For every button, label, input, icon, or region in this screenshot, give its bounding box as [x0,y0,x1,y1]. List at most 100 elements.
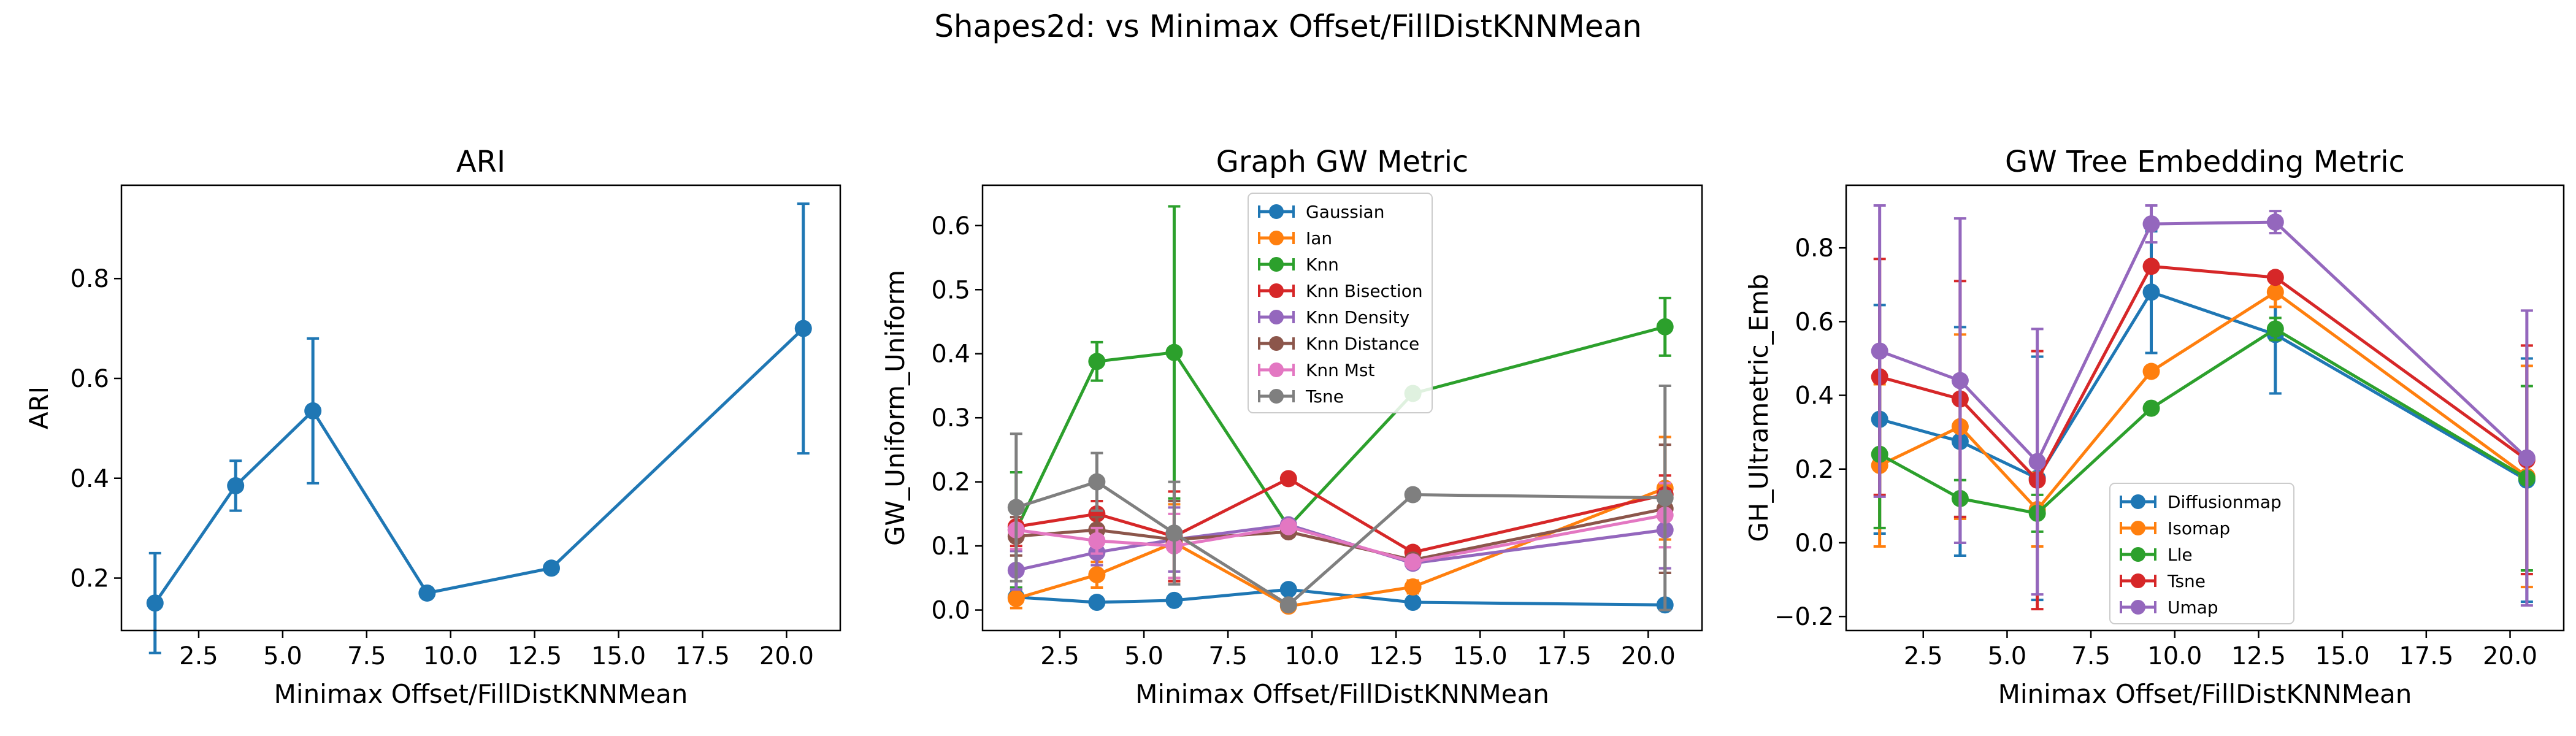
legend-marker [2131,547,2145,562]
y-tick-label: 0.8 [1795,234,1834,263]
x-axis-label: Minimax Offset/FillDistKNNMean [274,679,688,709]
data-point [543,559,561,577]
legend-marker [1269,204,1284,219]
series-umap [1871,204,2536,607]
y-tick-label: 0.6 [931,212,970,240]
data-point [1656,318,1674,335]
x-tick-label: 17.5 [1537,642,1592,670]
legend-label: Knn Bisection [1306,281,1423,301]
x-tick-label: 15.0 [591,642,646,670]
data-point [146,594,164,612]
series-line [1016,523,1666,572]
y-tick-label: 0.2 [70,565,109,593]
data-point [2028,453,2046,470]
data-point [1871,342,1888,360]
series-line [153,327,805,604]
legend-box [2109,483,2294,624]
legend-label: Lle [2168,545,2193,565]
legend-marker [2131,600,2145,615]
x-tick-label: 5.0 [1124,642,1163,670]
series-line [1879,327,2528,515]
series-line [1879,220,2528,465]
data-point [2266,283,2284,301]
series-line [1016,513,1666,564]
data-point [2142,258,2160,275]
y-tick-label: 0.3 [931,404,970,432]
x-tick-label: 5.0 [263,642,302,670]
data-point [1404,594,1422,611]
axes-frame [1845,184,2565,632]
legend-marker [1269,362,1284,377]
legend-label: Umap [2168,597,2218,618]
x-tick-label: 7.5 [1208,642,1248,670]
x-tick-label: 12.5 [1369,642,1424,670]
chart-panel-2: 2.5 5.0 7.5 10.0 12.5 15.0 17.5 20.0 0.0 0.1 0.2 0.… [880,145,1703,709]
data-point [1088,353,1106,370]
series-line [1016,480,1665,607]
legend-label: Knn Mst [1306,360,1375,380]
x-tick-label: 10.0 [423,642,478,670]
data-point [2518,449,2536,467]
x-tick-label: 15.0 [1453,642,1508,670]
series-line [1014,325,1666,531]
data-point [2142,283,2160,301]
data-point [1165,524,1183,542]
series-line [1879,290,2528,481]
legend-marker [1269,283,1284,298]
data-point [2266,213,2284,231]
y-axis-label: GH_Ultrametric_Emb [1744,274,1774,542]
data-point [1279,581,1297,599]
data-point [2142,362,2160,380]
legend-label: Gaussian [1306,202,1384,222]
x-tick-label: 10.0 [1285,642,1340,670]
axes-frame [981,184,1703,632]
y-tick-label: 0.0 [1795,529,1834,558]
data-point [1088,566,1106,584]
figure-title: Shapes2d: vs Minimax Offset/FillDistKNNM… [934,9,1642,44]
data-point [2266,269,2284,286]
series-line [1879,290,2528,512]
x-axis-label: Minimax Offset/FillDistKNNMean [1135,679,1549,709]
legend-label: Tsne [1305,386,1344,407]
data-point [2266,320,2284,338]
legend-marker [1269,336,1284,351]
legend-marker [2131,521,2145,535]
y-tick-label: 0.4 [931,340,970,369]
x-tick-label: 2.5 [1904,642,1943,670]
data-point [1007,589,1025,607]
y-tick-label: 0.1 [931,532,970,561]
y-tick-label: 0.5 [931,276,970,304]
legend-label: Diffusionmap [2168,492,2282,512]
data-point [1088,532,1106,550]
data-point [1088,594,1106,611]
chart-panel-3: 2.5 5.0 7.5 10.0 12.5 15.0 17.5 20.0 −0.2 0.0 0.2 0… [1744,145,2565,709]
data-point [1088,473,1106,491]
x-tick-label: 15.0 [2315,642,2370,670]
data-point [2142,399,2160,417]
series-gaussian [1007,581,1674,614]
legend-marker [1269,257,1284,272]
x-tick-label: 2.5 [1040,642,1079,670]
y-tick-label: −0.2 [1774,603,1834,631]
x-axis-label: Minimax Offset/FillDistKNNMean [1998,679,2412,709]
y-tick-label: 0.6 [70,365,109,393]
data-point [304,402,322,420]
x-tick-label: 10.0 [2147,642,2202,670]
x-tick-label: 5.0 [1988,642,2027,670]
data-point [1165,343,1183,361]
data-point [1279,470,1297,488]
chart-title: GW Tree Embedding Metric [2005,145,2405,179]
legend-marker [1269,310,1284,324]
data-point [1279,596,1297,614]
y-tick-label: 0.2 [931,469,970,497]
data-point [1656,489,1674,507]
legend-marker [2131,494,2145,509]
y-tick-label: 0.6 [1795,308,1834,336]
data-point [418,584,436,602]
legend-marker [2131,573,2145,588]
legend: Diffusionmap Isomap Lle Tsne Umap [2109,483,2294,624]
x-tick-label: 20.0 [2483,642,2537,670]
legend: Gaussian Ian Knn Knn Bisection Knn Density Kn… [1248,193,1433,413]
series-line [1016,486,1666,608]
